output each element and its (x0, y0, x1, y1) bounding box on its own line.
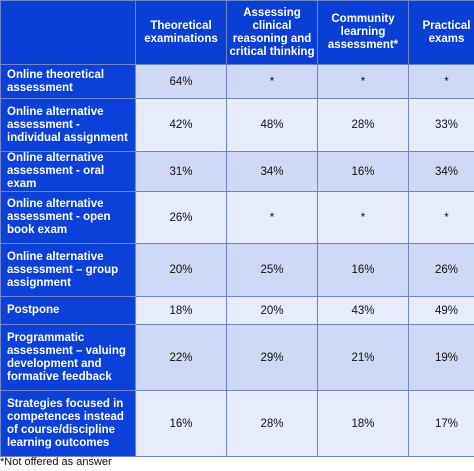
row-label: Strategies focused in competences instea… (0, 390, 136, 457)
table-cell: * (317, 64, 409, 99)
row-label: Programmatic assessment – valuing develo… (0, 324, 136, 391)
row-label: Online alternative assessment - oral exa… (0, 151, 136, 192)
table-row: Online alternative assessment – group as… (0, 243, 474, 297)
column-header-community-learning: Community learning assessment* (317, 0, 409, 65)
table-cell: 33% (408, 98, 474, 152)
column-header-practical: Practical exams (408, 0, 474, 65)
table-cell: 64% (135, 64, 227, 99)
table-row: Online alternative assessment - individu… (0, 98, 474, 152)
table-cell: 28% (226, 390, 318, 457)
table-cell: 16% (317, 151, 409, 192)
row-label: Online alternative assessment – group as… (0, 243, 136, 297)
table-cell: 18% (135, 296, 227, 325)
table-cell: 20% (226, 296, 318, 325)
table-row: Programmatic assessment – valuing develo… (0, 324, 474, 391)
table-cell: * (226, 191, 318, 244)
table-cell: 29% (226, 324, 318, 391)
row-label: Online theoretical assessment (0, 64, 136, 99)
header-row: Theoretical examinations Assessing clini… (0, 0, 474, 65)
column-header-clinical-reasoning: Assessing clinical reasoning and critica… (226, 0, 318, 65)
table-cell: 49% (408, 296, 474, 325)
table-cell: * (408, 191, 474, 244)
table-cell: 34% (408, 151, 474, 192)
column-header-theoretical: Theoretical examinations (135, 0, 227, 65)
table-cell: 22% (135, 324, 227, 391)
table-cell: 43% (317, 296, 409, 325)
table-cell: 42% (135, 98, 227, 152)
table-row: Online alternative assessment - open boo… (0, 191, 474, 244)
table-cell: * (226, 64, 318, 99)
table-cell: 34% (226, 151, 318, 192)
table-cell: 25% (226, 243, 318, 297)
table-row: Online theoretical assessment 64% * * * (0, 64, 474, 99)
table-cell: 26% (135, 191, 227, 244)
table-cell: 31% (135, 151, 227, 192)
table-cell: 28% (317, 98, 409, 152)
table-cell: 26% (408, 243, 474, 297)
table-cell: 16% (135, 390, 227, 457)
table-cell: 48% (226, 98, 318, 152)
table-cell: 19% (408, 324, 474, 391)
table-cell: 21% (317, 324, 409, 391)
table-cell: * (408, 64, 474, 99)
assessment-strategies-table: Theoretical examinations Assessing clini… (0, 0, 474, 457)
table-cell: 18% (317, 390, 409, 457)
header-corner (0, 0, 136, 65)
table-row: Online alternative assessment - oral exa… (0, 151, 474, 192)
table-cell: * (317, 191, 409, 244)
table-row: Postpone 18% 20% 43% 49% (0, 296, 474, 325)
table-cell: 16% (317, 243, 409, 297)
row-label: Online alternative assessment - individu… (0, 98, 136, 152)
table-row: Strategies focused in competences instea… (0, 390, 474, 457)
table-cell: 17% (408, 390, 474, 457)
footnote: *Not offered as answer (0, 456, 112, 468)
row-label: Postpone (0, 296, 136, 325)
row-label: Online alternative assessment - open boo… (0, 191, 136, 244)
table-cell: 20% (135, 243, 227, 297)
